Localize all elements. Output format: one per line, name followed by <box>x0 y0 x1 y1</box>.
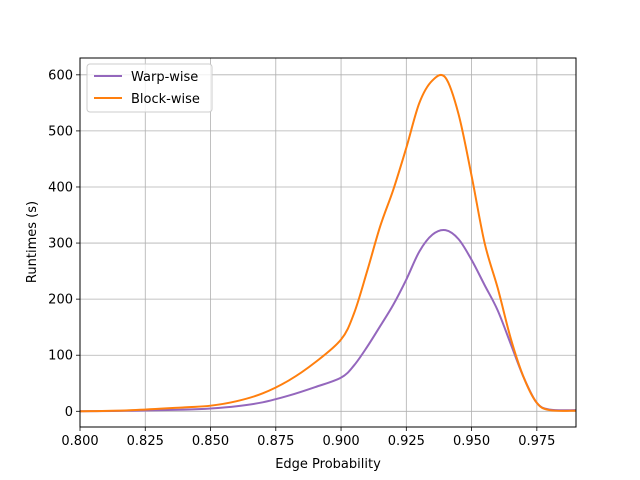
x-tick-label: 0.925 <box>388 434 425 449</box>
y-axis-label: Runtimes (s) <box>25 201 40 283</box>
y-tick-label: 0 <box>65 405 73 420</box>
x-tick-label: 0.800 <box>61 434 98 449</box>
y-tick-label: 200 <box>48 293 73 308</box>
y-ticks: 0 100 200 300 400 500 600 <box>48 68 80 420</box>
series-line-warp-wise <box>79 228 577 413</box>
x-tick-label: 0.900 <box>322 434 359 449</box>
y-tick-label: 400 <box>48 180 73 195</box>
grid <box>79 58 576 427</box>
x-tick-label: 0.850 <box>192 434 229 449</box>
y-tick-label: 600 <box>48 68 73 83</box>
plot-frame <box>79 57 577 428</box>
y-tick-label: 500 <box>48 124 73 139</box>
plot-area <box>80 58 576 427</box>
y-tick-label: 300 <box>48 237 73 252</box>
x-tick-label: 0.825 <box>127 434 164 449</box>
series-lines <box>79 73 577 413</box>
series-line-block-wise <box>79 73 577 413</box>
x-tick-label: 0.875 <box>257 434 294 449</box>
legend: Warp-wise Block-wise <box>86 63 213 113</box>
x-tick-label: 0.950 <box>453 434 490 449</box>
legend-label-warp-wise: Warp-wise <box>131 70 198 85</box>
x-axis-label: Edge Probability <box>275 457 381 472</box>
legend-label-block-wise: Block-wise <box>131 92 200 107</box>
x-tick-label: 0.975 <box>518 434 555 449</box>
x-ticks: 0.800 0.825 0.850 0.875 0.900 0.925 0.950 0.975 <box>61 427 555 449</box>
y-tick-label: 100 <box>48 349 73 364</box>
